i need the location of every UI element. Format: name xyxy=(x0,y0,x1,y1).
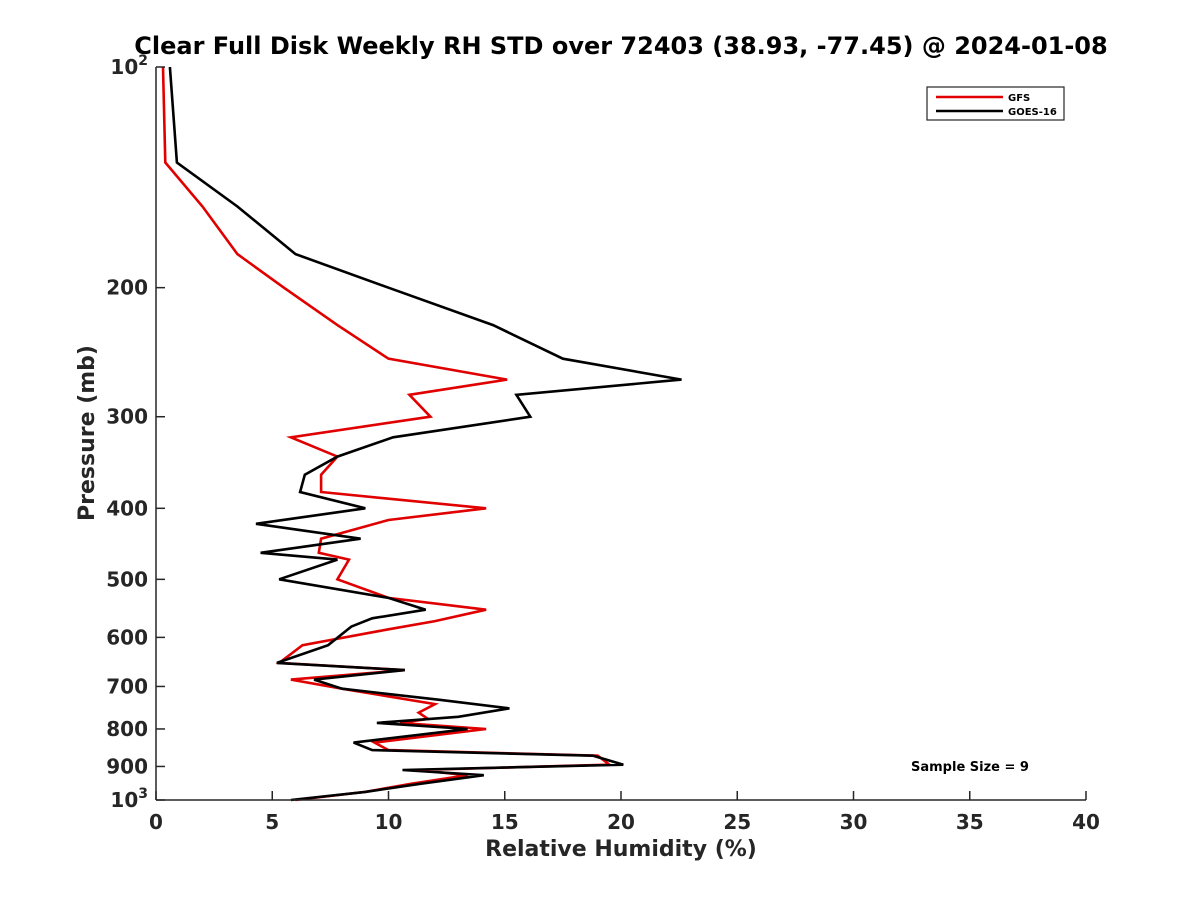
plot-area xyxy=(156,67,1086,800)
sample-size-annotation: Sample Size = 9 xyxy=(911,760,1029,775)
x-tick-label: 20 xyxy=(607,810,635,834)
x-tick-label: 0 xyxy=(149,810,163,834)
x-axis-label: Relative Humidity (%) xyxy=(485,837,757,862)
legend-label-gfs: GFS xyxy=(1008,93,1030,104)
chart-title: Clear Full Disk Weekly RH STD over 72403… xyxy=(134,32,1107,60)
x-tick-label: 15 xyxy=(491,810,519,834)
x-tick-label: 25 xyxy=(723,810,751,834)
legend-label-goes16: GOES-16 xyxy=(1008,107,1057,118)
y-tick-label: 300 xyxy=(106,405,148,429)
x-tick-label: 5 xyxy=(265,810,279,834)
y-tick-label: 700 xyxy=(106,674,148,698)
y-tick-label: 800 xyxy=(106,717,148,741)
y-tick-label: 200 xyxy=(106,276,148,300)
y-tick-label: 600 xyxy=(106,625,148,649)
y-tick-label: 400 xyxy=(106,496,148,520)
x-tick-label: 10 xyxy=(375,810,403,834)
x-axis-ticks: 0 5 10 15 20 25 30 35 40 xyxy=(149,791,1100,834)
x-tick-label: 30 xyxy=(840,810,868,834)
legend-box xyxy=(926,86,1065,121)
x-tick-label: 40 xyxy=(1072,810,1100,834)
legend: GFS GOES-16 xyxy=(926,86,1065,121)
y-axis-label: Pressure (mb) xyxy=(75,345,100,521)
y-tick-label: 900 xyxy=(106,754,148,778)
series-line-goes16 xyxy=(168,66,682,802)
x-tick-label: 35 xyxy=(956,810,984,834)
series-layer xyxy=(161,66,682,802)
y-tick-label: 500 xyxy=(106,567,148,591)
